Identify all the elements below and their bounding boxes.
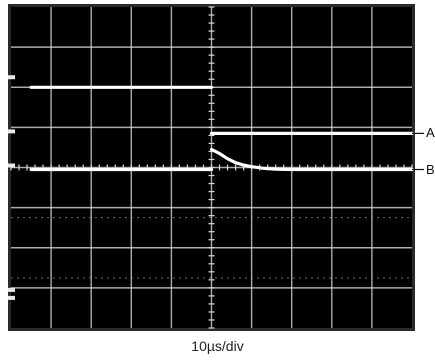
channel-marker (8, 129, 15, 134)
timebase-label: 10µs/div (191, 338, 244, 354)
channel-marker (8, 163, 15, 168)
trace-b-segment (209, 147, 414, 172)
channel-marker (8, 75, 15, 80)
channel-marker (8, 287, 15, 292)
channel-marker (8, 295, 15, 300)
trace-label-a: A (426, 125, 435, 141)
trace-label-b: B (426, 161, 435, 177)
